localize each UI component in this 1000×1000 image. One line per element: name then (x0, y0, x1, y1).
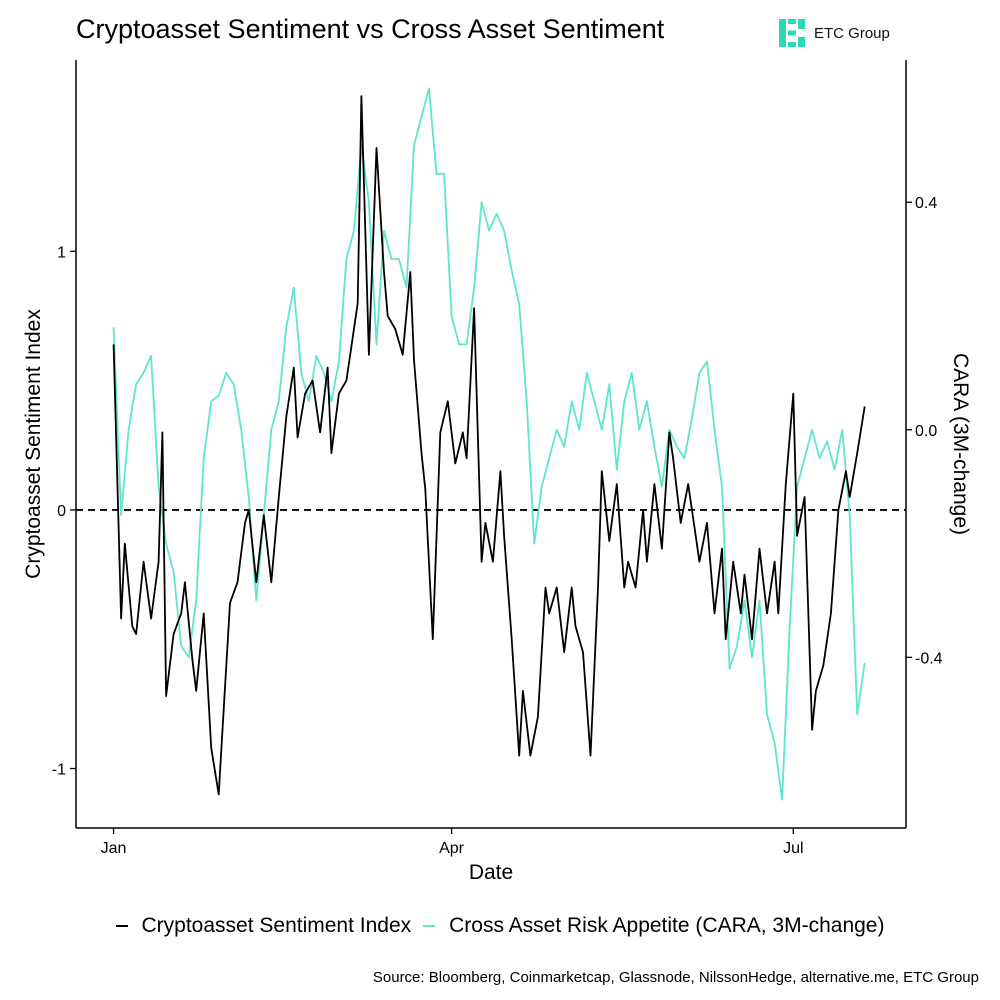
x-tick-label-apr: Apr (439, 840, 465, 857)
legend-item-cara: Cross Asset Risk Appetite (CARA, 3M-chan… (423, 914, 884, 938)
legend-key-cara (423, 925, 436, 927)
y-left-tick-label: 1 (57, 244, 66, 261)
plot-frame (75, 60, 907, 829)
cara-line (112, 87, 866, 801)
legend-label-cara: Cross Asset Risk Appetite (CARA, 3M-chan… (449, 914, 885, 937)
x-tick-label-jan: Jan (101, 840, 127, 857)
y-right-tick-label: 0.4 (915, 195, 937, 212)
etc-group-logo-icon (779, 19, 805, 47)
x-tick-label-jul: Jul (783, 840, 803, 857)
x-axis-title: Date (469, 861, 513, 884)
y-axis-right-title: CARA (3M-change) (949, 353, 972, 535)
sentiment-index-line (112, 95, 866, 796)
y-left-tick-label: -1 (52, 762, 66, 779)
series-lines (112, 87, 866, 801)
legend-label-sentiment: Cryptoasset Sentiment Index (141, 914, 412, 937)
axes: Jan Apr Jul -1 0 1 -0.4 0.0 0.4 Date Cryptoasset S… (22, 195, 972, 884)
legend: Cryptoasset Sentiment Index Cross Asset … (0, 914, 1000, 938)
y-left-tick-label: 0 (57, 503, 66, 520)
legend-item-sentiment: Cryptoasset Sentiment Index (115, 914, 412, 938)
y-axis-left-title: Cryptoasset Sentiment Index (22, 309, 45, 579)
etc-group-logo: ETC Group (779, 18, 890, 48)
logo-text: ETC Group (814, 24, 890, 42)
y-right-tick-label: 0.0 (915, 423, 937, 440)
source-note: Source: Bloomberg, Coinmarketcap, Glassn… (372, 969, 979, 986)
y-right-tick-label: -0.4 (915, 650, 943, 667)
chart-title: Cryptoasset Sentiment vs Cross Asset Sen… (76, 14, 665, 44)
legend-key-sentiment (115, 925, 128, 927)
